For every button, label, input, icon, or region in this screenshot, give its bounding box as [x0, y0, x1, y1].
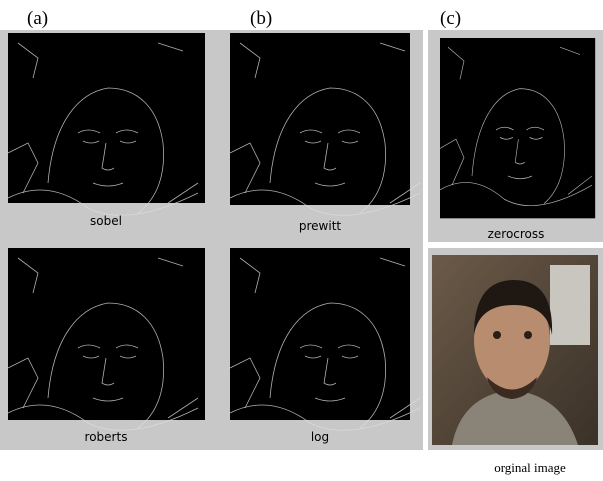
image-roberts: [8, 248, 205, 430]
caption: sobel: [90, 214, 122, 228]
figure: (a) (b) (c) sobel prewitt roberts log ze…: [0, 0, 603, 481]
image-sobel: [8, 33, 205, 215]
column-label: (a): [27, 8, 48, 29]
column-label: (c): [440, 8, 461, 29]
caption: prewitt: [299, 219, 342, 233]
image-prewitt: [230, 33, 420, 215]
column-label: (b): [250, 8, 272, 29]
caption: orginal image: [494, 460, 566, 475]
caption: roberts: [85, 430, 128, 444]
caption: zerocross: [488, 227, 545, 241]
caption: log: [311, 430, 329, 444]
image-log: [230, 248, 420, 430]
image-original: [432, 255, 598, 445]
image-zerocross: [440, 38, 595, 218]
